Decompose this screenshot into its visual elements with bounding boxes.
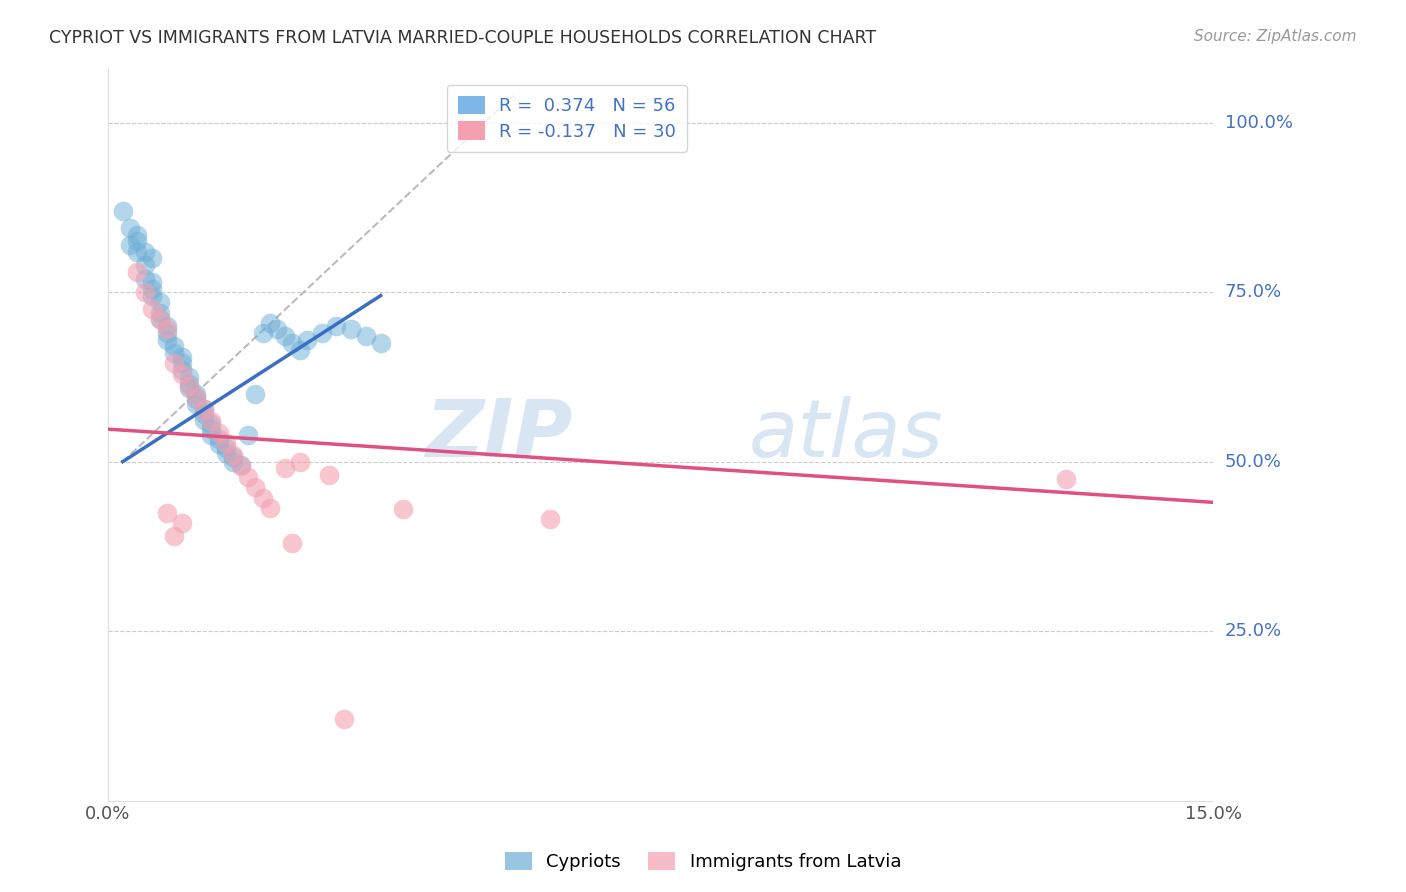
- Point: [163, 356, 186, 370]
- Point: [177, 378, 200, 392]
- Point: [170, 356, 193, 370]
- Point: [141, 288, 163, 302]
- Point: [156, 322, 179, 336]
- Point: [156, 506, 179, 520]
- Point: [222, 450, 245, 464]
- Point: [141, 275, 163, 289]
- Text: 25.0%: 25.0%: [1225, 622, 1282, 640]
- Point: [134, 258, 156, 272]
- Point: [236, 427, 259, 442]
- Point: [141, 252, 163, 266]
- Point: [1054, 472, 1077, 486]
- Point: [127, 244, 149, 259]
- Point: [193, 412, 215, 426]
- Point: [207, 425, 229, 440]
- Point: [215, 436, 238, 450]
- Point: [186, 387, 208, 401]
- Point: [163, 339, 186, 353]
- Point: [186, 390, 208, 404]
- Point: [354, 329, 377, 343]
- Point: [295, 333, 318, 347]
- Point: [134, 285, 156, 300]
- Point: [252, 491, 274, 505]
- Text: 100.0%: 100.0%: [1225, 114, 1292, 132]
- Point: [170, 367, 193, 381]
- Point: [288, 455, 311, 469]
- Point: [163, 346, 186, 360]
- Point: [177, 376, 200, 391]
- Point: [177, 370, 200, 384]
- Point: [156, 333, 179, 347]
- Point: [311, 326, 333, 340]
- Point: [186, 392, 208, 407]
- Point: [325, 319, 347, 334]
- Point: [170, 363, 193, 377]
- Point: [200, 422, 222, 436]
- Point: [207, 433, 229, 447]
- Point: [236, 469, 259, 483]
- Point: [163, 529, 186, 543]
- Point: [215, 441, 238, 455]
- Point: [170, 516, 193, 530]
- Point: [229, 458, 252, 472]
- Point: [134, 244, 156, 259]
- Point: [111, 203, 134, 218]
- Point: [207, 437, 229, 451]
- Point: [245, 480, 267, 494]
- Point: [259, 316, 281, 330]
- Point: [274, 461, 297, 475]
- Point: [141, 282, 163, 296]
- Point: [252, 326, 274, 340]
- Point: [127, 235, 149, 249]
- Point: [127, 265, 149, 279]
- Point: [200, 414, 222, 428]
- Point: [538, 512, 561, 526]
- Point: [245, 387, 267, 401]
- Point: [186, 397, 208, 411]
- Point: [148, 305, 170, 319]
- Point: [215, 446, 238, 460]
- Point: [222, 448, 245, 462]
- Point: [193, 407, 215, 421]
- Point: [229, 459, 252, 474]
- Point: [281, 336, 304, 351]
- Point: [148, 295, 170, 310]
- Point: [259, 500, 281, 515]
- Point: [318, 468, 340, 483]
- Point: [120, 237, 142, 252]
- Text: CYPRIOT VS IMMIGRANTS FROM LATVIA MARRIED-COUPLE HOUSEHOLDS CORRELATION CHART: CYPRIOT VS IMMIGRANTS FROM LATVIA MARRIE…: [49, 29, 876, 46]
- Point: [156, 326, 179, 340]
- Point: [127, 227, 149, 242]
- Text: 75.0%: 75.0%: [1225, 284, 1282, 301]
- Text: Source: ZipAtlas.com: Source: ZipAtlas.com: [1194, 29, 1357, 44]
- Text: ZIP: ZIP: [425, 395, 572, 474]
- Point: [200, 427, 222, 442]
- Point: [222, 455, 245, 469]
- Point: [148, 312, 170, 326]
- Point: [288, 343, 311, 357]
- Legend: R =  0.374   N = 56, R = -0.137   N = 30: R = 0.374 N = 56, R = -0.137 N = 30: [447, 85, 686, 152]
- Point: [281, 536, 304, 550]
- Point: [141, 302, 163, 317]
- Point: [177, 382, 200, 396]
- Point: [193, 401, 215, 416]
- Legend: Cypriots, Immigrants from Latvia: Cypriots, Immigrants from Latvia: [498, 845, 908, 879]
- Point: [193, 401, 215, 416]
- Text: 50.0%: 50.0%: [1225, 452, 1281, 471]
- Point: [170, 350, 193, 364]
- Point: [333, 712, 356, 726]
- Point: [156, 319, 179, 334]
- Point: [370, 336, 392, 351]
- Point: [148, 312, 170, 326]
- Point: [274, 329, 297, 343]
- Text: atlas: atlas: [749, 395, 943, 474]
- Point: [200, 417, 222, 432]
- Point: [340, 322, 363, 336]
- Point: [120, 220, 142, 235]
- Point: [266, 322, 288, 336]
- Point: [391, 502, 413, 516]
- Point: [134, 271, 156, 285]
